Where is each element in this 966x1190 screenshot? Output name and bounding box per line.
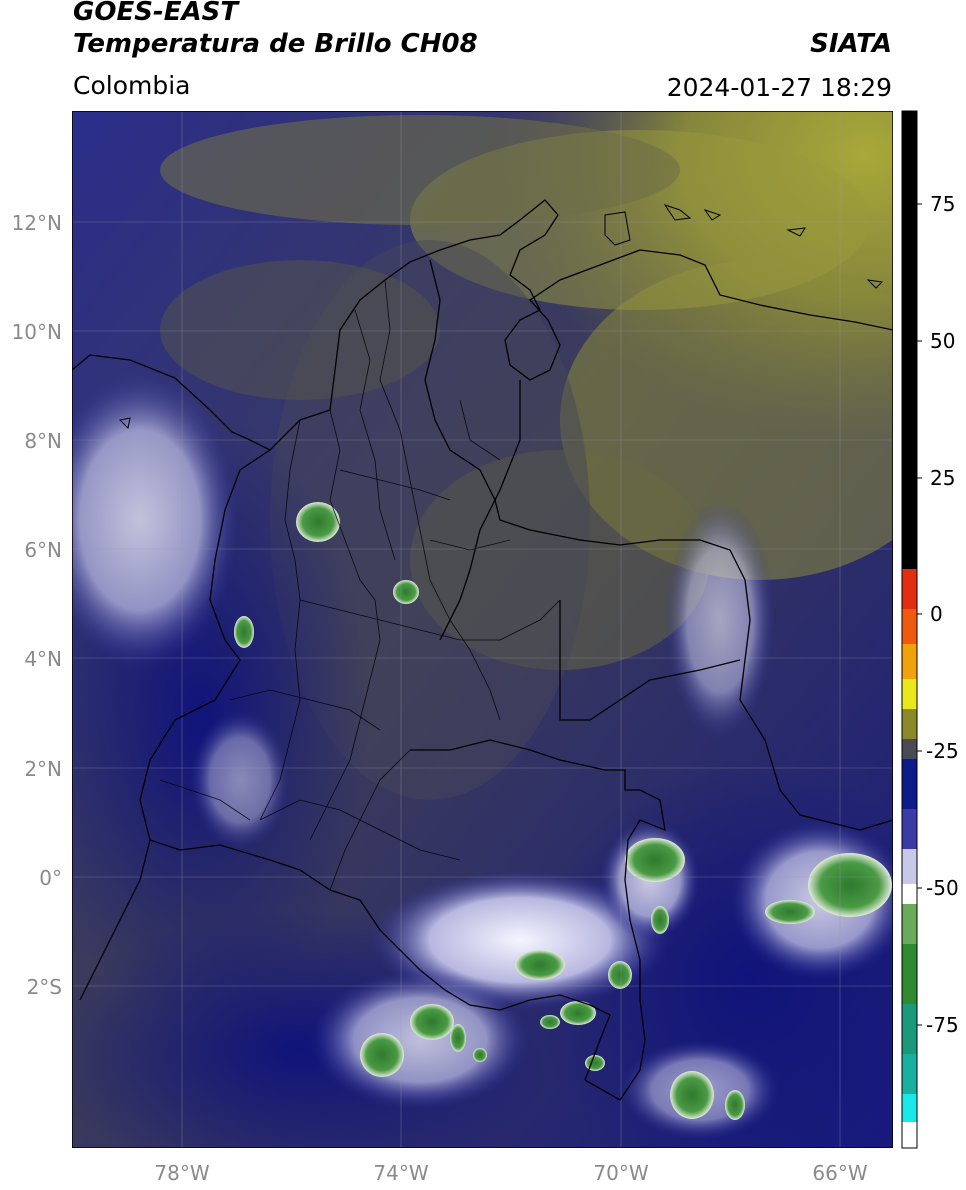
longitude-labels: 78°W 74°W 70°W 66°W bbox=[154, 1161, 867, 1185]
lon-label-70w: 70°W bbox=[593, 1161, 648, 1185]
colorbar-tick-75: 75 bbox=[930, 192, 955, 216]
lat-label-6n: 6°N bbox=[24, 538, 62, 562]
lat-label-4n: 4°N bbox=[24, 647, 62, 671]
colorbar-tick-0: 0 bbox=[930, 602, 943, 626]
colorbar-tick-neg50: -50 bbox=[926, 876, 959, 900]
graticule bbox=[72, 111, 893, 1148]
title-satellite: GOES-EAST bbox=[73, 0, 239, 27]
satellite-imagery bbox=[72, 111, 893, 1148]
lon-label-66w: 66°W bbox=[812, 1161, 867, 1185]
timestamp-label: 2024-01-27 18:29 bbox=[666, 73, 892, 102]
island-outlines bbox=[118, 204, 884, 430]
lat-label-10n: 10°N bbox=[12, 320, 62, 344]
colorbar-tick-neg25: -25 bbox=[926, 739, 959, 763]
colorbar-tick-50: 50 bbox=[930, 329, 955, 353]
colorbar-tick-25: 25 bbox=[930, 466, 955, 490]
lon-label-74w: 74°W bbox=[373, 1161, 428, 1185]
brand-label: SIATA bbox=[810, 29, 892, 59]
colorbar-tick-neg75: -75 bbox=[926, 1013, 959, 1037]
title-product: Temperatura de Brillo CH08 bbox=[73, 29, 478, 59]
department-borders bbox=[159, 279, 561, 891]
region-label: Colombia bbox=[73, 71, 191, 100]
lat-label-0: 0° bbox=[39, 866, 62, 890]
lat-label-2s: 2°S bbox=[27, 975, 62, 999]
lat-label-2n: 2°N bbox=[24, 757, 62, 781]
latitude-labels: 12°N 10°N 8°N 6°N 4°N 2°N 0° 2°S bbox=[12, 211, 62, 999]
lon-label-78w: 78°W bbox=[154, 1161, 209, 1185]
lat-label-12n: 12°N bbox=[12, 211, 62, 235]
country-borders bbox=[72, 199, 893, 1101]
lat-label-8n: 8°N bbox=[24, 429, 62, 453]
colorbar: 75 50 25 0 -25 -50 -75 bbox=[901, 110, 959, 1149]
